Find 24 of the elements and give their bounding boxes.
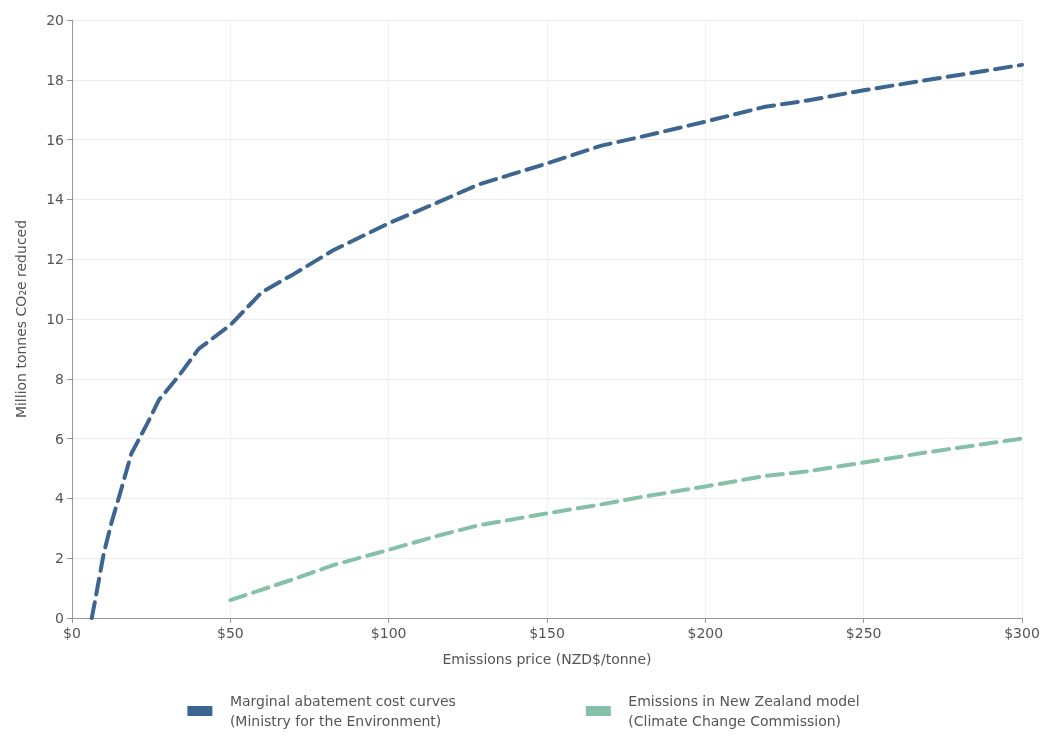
y-tick-label: 0 (55, 610, 64, 626)
y-tick-label: 8 (55, 370, 64, 387)
x-axis-title: Emissions price (NZD$/tonne) (442, 651, 652, 667)
y-tick-label: 2 (55, 550, 64, 567)
x-tick-label: $0 (63, 625, 81, 641)
line-series (228, 436, 1024, 603)
x-tick-label: $100 (370, 625, 407, 641)
y-tick-label: 18 (46, 71, 64, 88)
y-tick-label: 16 (46, 131, 65, 148)
y-tick-label: 10 (46, 311, 64, 327)
x-tick-label: $150 (529, 625, 565, 641)
y-tick-label: 4 (55, 490, 65, 507)
x-tick-label: $300 (1004, 625, 1040, 641)
y-tick-label: 20 (46, 12, 64, 28)
legend-label: Emissions in New Zealand model (Climate Change Commission) (628, 693, 860, 729)
x-tick-label: $50 (216, 625, 244, 641)
y-tick-label: 6 (55, 430, 65, 447)
legend-label: Marginal abatement cost curves (Ministry for the Environment) (229, 693, 456, 729)
y-axis-title: Million tonnes CO₂e reduced (13, 219, 29, 419)
y-tick-label: 14 (46, 191, 65, 208)
line-series (89, 62, 1024, 620)
y-tick-label: 12 (46, 251, 64, 268)
x-tick-label: $200 (687, 625, 724, 641)
x-tick-label: $250 (845, 625, 882, 641)
